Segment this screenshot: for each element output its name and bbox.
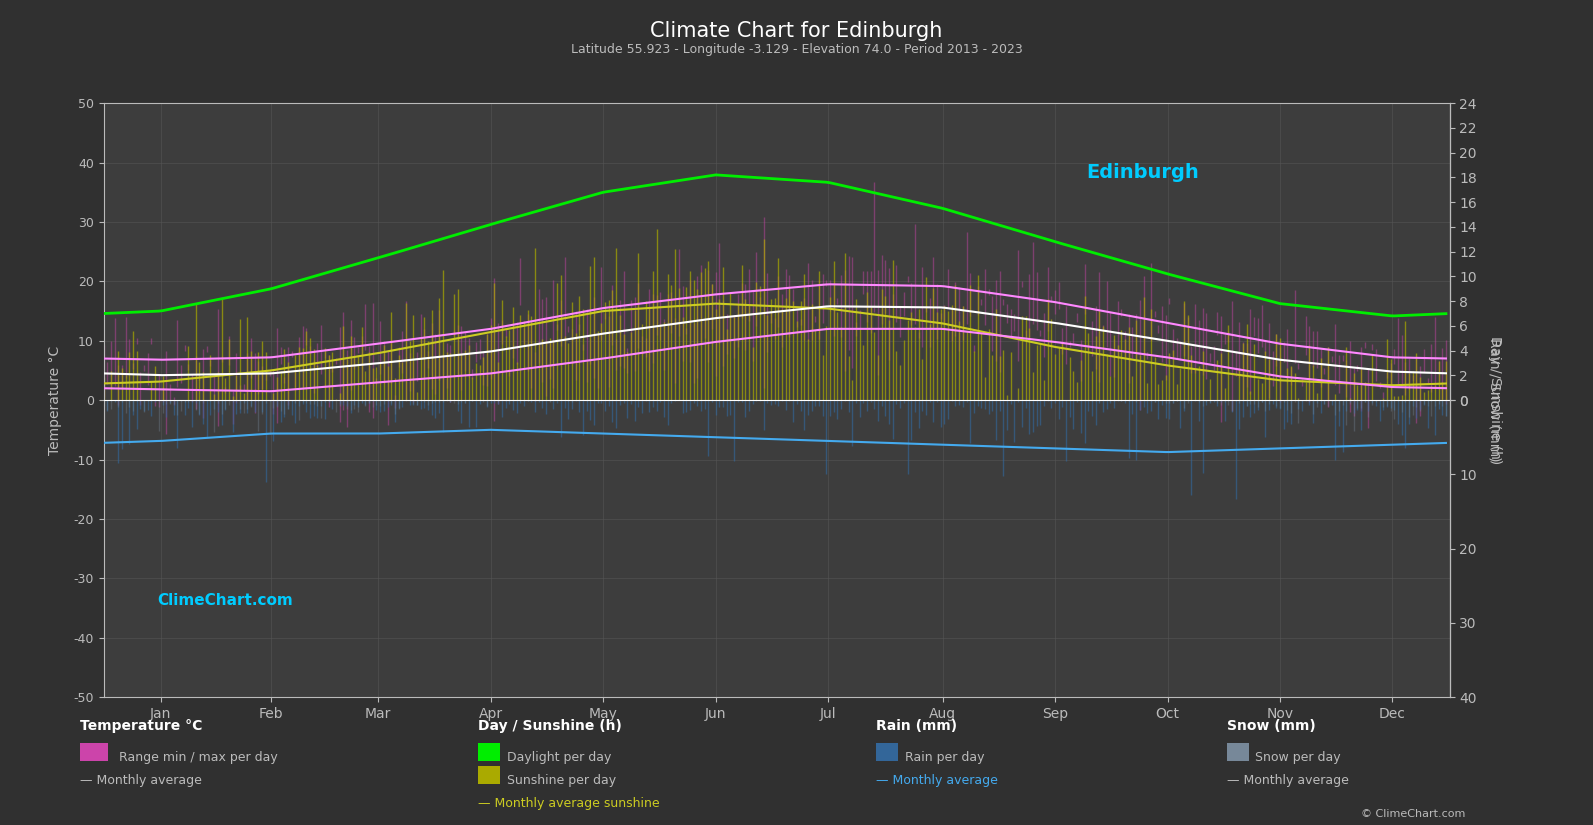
Text: Rain per day: Rain per day [905,751,984,764]
Text: Edinburgh: Edinburgh [1086,163,1200,182]
Text: Daylight per day: Daylight per day [507,751,612,764]
Text: — Monthly average sunshine: — Monthly average sunshine [478,797,660,810]
Text: — Monthly average: — Monthly average [80,774,202,787]
Y-axis label: Temperature °C: Temperature °C [48,346,62,455]
Text: Climate Chart for Edinburgh: Climate Chart for Edinburgh [650,21,943,40]
Text: ClimeChart.com: ClimeChart.com [158,593,293,608]
Text: Snow (mm): Snow (mm) [1227,719,1316,733]
Text: Rain (mm): Rain (mm) [876,719,957,733]
Text: — Monthly average: — Monthly average [1227,774,1349,787]
Text: Snow per day: Snow per day [1255,751,1341,764]
Text: Temperature °C: Temperature °C [80,719,202,733]
Text: Range min / max per day: Range min / max per day [119,751,279,764]
Text: Latitude 55.923 - Longitude -3.129 - Elevation 74.0 - Period 2013 - 2023: Latitude 55.923 - Longitude -3.129 - Ele… [570,43,1023,56]
Y-axis label: Day / Sunshine (h): Day / Sunshine (h) [1488,336,1502,464]
Text: Sunshine per day: Sunshine per day [507,774,616,787]
Y-axis label: Rain / Snow (mm): Rain / Snow (mm) [1488,338,1502,462]
Text: © ClimeChart.com: © ClimeChart.com [1360,808,1466,818]
Text: Day / Sunshine (h): Day / Sunshine (h) [478,719,621,733]
Text: — Monthly average: — Monthly average [876,774,999,787]
